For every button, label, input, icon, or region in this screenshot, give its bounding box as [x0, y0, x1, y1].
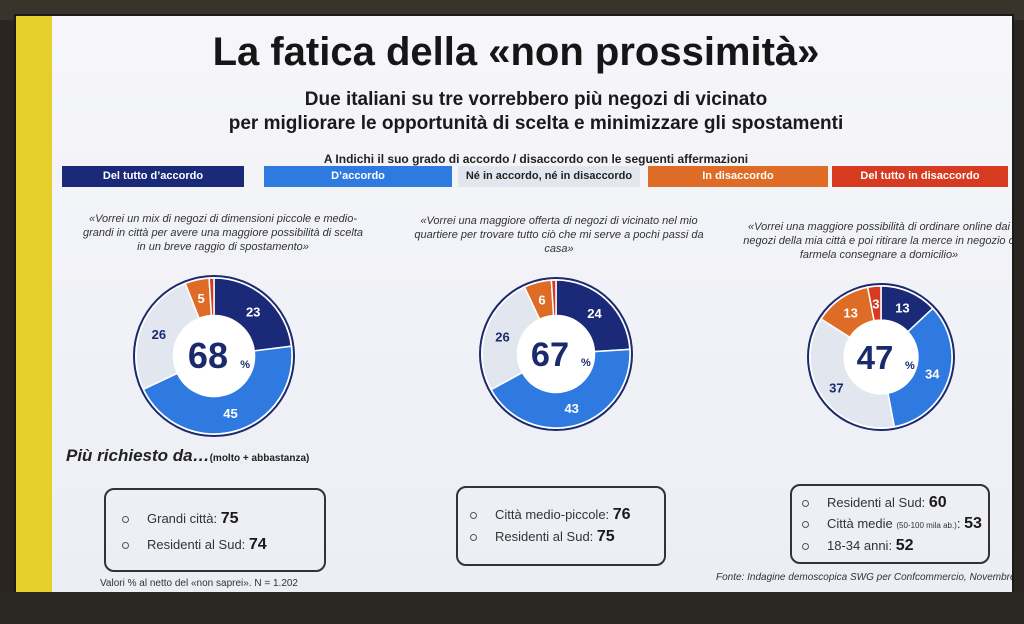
box-row: Residenti al Sud: 74 [122, 536, 267, 554]
bullet-icon [122, 516, 129, 524]
segment-value-label: 5 [197, 291, 204, 306]
segment-neutral [809, 317, 896, 429]
accent-bar [16, 16, 52, 596]
row-label: Città medio-piccole: [495, 507, 610, 522]
legend-disagree: In disaccordo [648, 166, 828, 187]
segment-strongly-disagree [208, 277, 215, 317]
segment-value-label: 6 [538, 293, 545, 308]
segment-neutral [135, 282, 201, 391]
bullet-icon [802, 500, 809, 508]
row-value: 60 [928, 494, 947, 511]
segment-value-label: 43 [564, 401, 578, 416]
row-value: 75 [596, 528, 615, 545]
more-requested-title: Più richiesto da… [66, 446, 210, 465]
statement-2: «Vorrei una maggiore offerta di negozi d… [414, 215, 704, 255]
statement-3: «Vorrei una maggiore possibilità di ordi… [743, 221, 1014, 261]
row-label: Residenti al Sud: [495, 529, 594, 544]
subtitle-line-1: Due italiani su tre vorrebbero più negoz… [304, 89, 768, 110]
statement-1: «Vorrei un mix di negozi di dimensioni p… [82, 213, 364, 253]
room-background-bottom [0, 592, 1024, 624]
row-label: 18-34 anni: [827, 538, 893, 553]
box-row: Residenti al Sud: 75 [470, 528, 615, 546]
slide-title: La fatica della «non prossimità» [212, 30, 820, 74]
more-requested-heading: Più richiesto da…(molto + abbastanza) [66, 446, 309, 466]
agreement-unit: % [905, 360, 915, 372]
segment-value-label: 37 [829, 380, 843, 395]
segment-agree [142, 345, 293, 435]
group-box-1: Grandi città: 75 Residenti al Sud: 74 [104, 488, 326, 572]
bullet-icon [122, 542, 129, 550]
segment-value-label: 3 [872, 296, 879, 311]
segment-strongly-disagree [866, 285, 882, 322]
segment-value-label: 34 [925, 367, 940, 382]
row-value: 76 [612, 506, 631, 523]
segment-value-label: 13 [895, 300, 909, 315]
agreement-total: 68 [188, 335, 228, 376]
survey-question: A Indichi il suo grado di accordo / disa… [323, 152, 749, 166]
source-note: Fonte: Indagine demoscopica SWG per Conf… [716, 572, 1014, 583]
box-row: Città medio-piccole: 76 [470, 506, 631, 524]
slide-subtitle: Due italiani su tre vorrebbero più negoz… [76, 88, 996, 136]
segment-strongly-disagree [550, 279, 557, 317]
agreement-unit: % [240, 359, 250, 371]
row-label: Grandi città: [147, 511, 218, 526]
segment-agree [887, 307, 953, 428]
more-requested-subtitle: (molto + abbastanza) [209, 453, 310, 464]
row-value: 52 [895, 537, 914, 554]
donut-chart-1: 23 45 26 5 68% [133, 275, 295, 437]
segment-value-label: 24 [587, 306, 602, 321]
segment-value-label: 13 [843, 305, 857, 320]
legend-strongly-agree: Del tutto d’accordo [62, 166, 244, 187]
box-row: Residenti al Sud: 60 [802, 494, 947, 512]
legend-strongly-disagree: Del tutto in disaccordo [832, 166, 1008, 187]
bullet-icon [470, 512, 477, 520]
agreement-total: 47 [857, 339, 894, 376]
bullet-icon [802, 543, 809, 551]
legend-agree: D’accordo [264, 166, 452, 187]
row-label: Residenti al Sud: [827, 495, 926, 510]
segment-value-label: 23 [246, 305, 260, 320]
segment-value-label: 26 [152, 327, 166, 342]
box-row: 18-34 anni: 52 [802, 537, 913, 555]
bullet-icon [470, 534, 477, 542]
footnote: Valori % al netto del «non saprei». N = … [100, 578, 298, 589]
box-row: Grandi città: 75 [122, 510, 239, 528]
segment-value-label: 45 [223, 406, 237, 421]
subtitle-line-2: per migliorare le opportunità di scelta … [228, 113, 844, 134]
row-label: Città medie [827, 516, 893, 531]
group-box-3: Residenti al Sud: 60 Città medie (50-100… [790, 484, 990, 564]
box-row: Città medie (50-100 mila ab.): 53 [802, 515, 982, 533]
row-label: Residenti al Sud: [147, 537, 246, 552]
segment-value-label: 26 [495, 330, 509, 345]
row-detail: (50-100 mila ab.) [896, 521, 957, 530]
donut-chart-2: 24 43 26 6 67% [479, 277, 633, 431]
row-value: 74 [248, 536, 267, 553]
donut-chart-3: 13 34 37 13 3 47% [807, 283, 955, 431]
agreement-total: 67 [531, 336, 569, 374]
row-value: 53 [964, 515, 982, 532]
presentation-slide: La fatica della «non prossimità» Due ita… [14, 14, 1014, 598]
segment-agree [490, 348, 631, 429]
row-value: 75 [220, 510, 239, 527]
agreement-unit: % [581, 357, 591, 369]
legend-neutral: Né in accordo, né in disaccordo [458, 166, 640, 187]
bullet-icon [802, 521, 809, 529]
group-box-2: Città medio-piccole: 76 Residenti al Sud… [456, 486, 666, 566]
